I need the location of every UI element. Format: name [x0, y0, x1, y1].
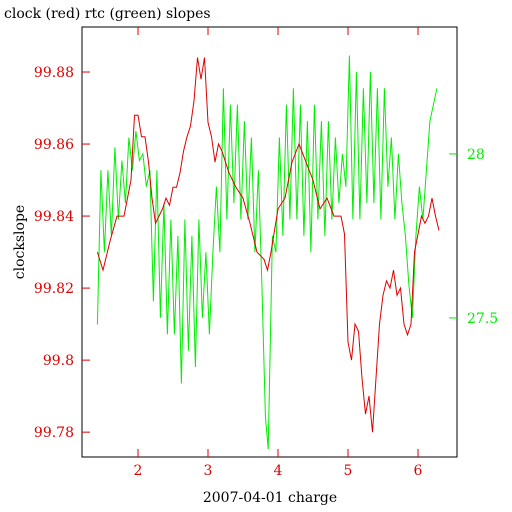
x-axis-label: 2007-04-01 charge — [203, 490, 337, 506]
series-line — [96, 57, 440, 433]
x-tick-label: 5 — [344, 463, 353, 479]
x-tick-label: 4 — [274, 463, 283, 479]
y-tick-label: 99.8 — [43, 353, 74, 369]
y-axis-label: clockslope — [12, 205, 28, 279]
y2-tick-label: 28 — [467, 147, 485, 163]
y2-tick-label: 27.5 — [467, 311, 498, 327]
y-tick-label: 99.84 — [34, 209, 74, 225]
y-tick-label: 99.82 — [34, 281, 74, 297]
plot-frame — [81, 26, 458, 458]
y-tick-label: 99.78 — [34, 425, 74, 441]
y-tick-label: 99.86 — [34, 137, 74, 153]
y-tick-label: 99.88 — [34, 65, 74, 81]
x-tick-label: 6 — [414, 463, 423, 479]
series-line — [96, 55, 438, 450]
x-tick-label: 3 — [204, 463, 213, 479]
chart-title: clock (red) rtc (green) slopes — [4, 6, 211, 22]
x-tick-label: 2 — [134, 463, 143, 479]
